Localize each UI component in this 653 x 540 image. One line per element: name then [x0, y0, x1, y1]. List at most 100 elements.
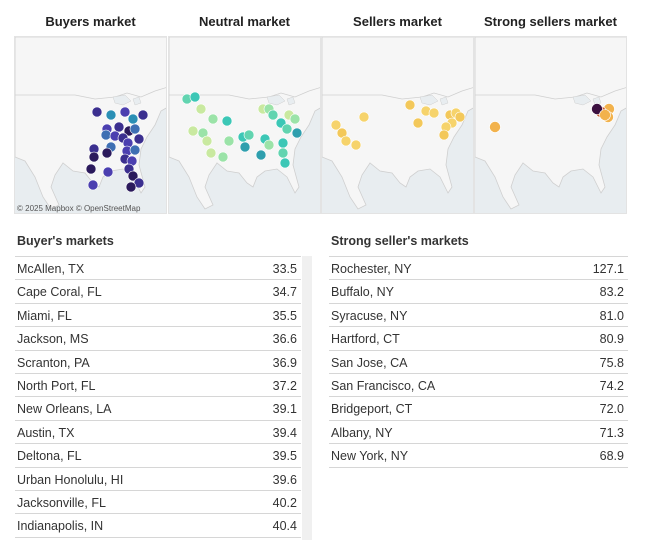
- market-dot[interactable]: [127, 113, 139, 125]
- market-dot[interactable]: [428, 107, 440, 119]
- table-row[interactable]: Miami, FL 35.5: [15, 304, 301, 328]
- market-dot[interactable]: [201, 135, 213, 147]
- market-dot[interactable]: [133, 133, 145, 145]
- market-value: 39.5: [272, 449, 297, 464]
- market-dot[interactable]: [91, 106, 103, 118]
- map-title-strong-sellers: Strong sellers market: [484, 14, 617, 29]
- market-dot[interactable]: [189, 91, 201, 103]
- table-row[interactable]: Albany, NY 71.3: [329, 421, 628, 445]
- market-dot[interactable]: [599, 109, 611, 121]
- market-dot[interactable]: [127, 170, 139, 182]
- land: [475, 37, 626, 210]
- market-dot[interactable]: [102, 166, 114, 178]
- market-dot[interactable]: [289, 113, 301, 125]
- strong-sellers-table[interactable]: Rochester, NY 127.1 Buffalo, NY 83.2 Syracus…: [329, 256, 628, 468]
- market-name: New Orleans, LA: [17, 402, 112, 417]
- market-dot[interactable]: [195, 103, 207, 115]
- market-dot[interactable]: [291, 127, 303, 139]
- market-dot[interactable]: [438, 129, 450, 141]
- map-strong-sellers[interactable]: [474, 36, 627, 214]
- market-dot[interactable]: [119, 106, 131, 118]
- market-dot[interactable]: [412, 117, 424, 129]
- table-row[interactable]: New Orleans, LA 39.1: [15, 397, 301, 421]
- market-name: Jackson, MS: [17, 332, 89, 347]
- table-row[interactable]: North Port, FL 37.2: [15, 374, 301, 398]
- table-row[interactable]: Hartford, CT 80.9: [329, 327, 628, 351]
- market-dot[interactable]: [281, 123, 293, 135]
- market-dot[interactable]: [223, 135, 235, 147]
- great-lakes: [112, 94, 142, 106]
- country-border: [322, 87, 473, 100]
- table-row[interactable]: Jackson, MS 36.6: [15, 327, 301, 351]
- map-attribution[interactable]: © 2025 Mapbox © OpenStreetMap: [17, 204, 141, 213]
- buyers-table[interactable]: McAllen, TX 33.5 Cape Coral, FL 34.7 Miami, …: [15, 256, 301, 538]
- market-name: Austin, TX: [17, 425, 75, 440]
- map-sellers-svg: [322, 37, 473, 213]
- market-dot[interactable]: [113, 121, 125, 133]
- buyers-table-scrollbar[interactable]: [302, 256, 312, 540]
- market-dot[interactable]: [489, 121, 501, 133]
- map-sellers[interactable]: [321, 36, 474, 214]
- table-row[interactable]: San Francisco, CA 74.2: [329, 374, 628, 398]
- market-dot[interactable]: [101, 147, 113, 159]
- market-value: 40.4: [272, 519, 297, 534]
- market-name: Buffalo, NY: [331, 285, 395, 300]
- map-neutral[interactable]: [168, 36, 321, 214]
- market-dot[interactable]: [100, 129, 112, 141]
- market-dot[interactable]: [137, 109, 149, 121]
- market-name: New York, NY: [331, 449, 409, 464]
- great-lakes: [266, 94, 296, 106]
- market-dot[interactable]: [105, 109, 117, 121]
- table-row[interactable]: Bridgeport, CT 72.0: [329, 397, 628, 421]
- map-neutral-svg: [169, 37, 320, 213]
- market-dot[interactable]: [207, 113, 219, 125]
- market-dot[interactable]: [129, 123, 141, 135]
- market-value: 37.2: [272, 378, 297, 393]
- table-row[interactable]: Scranton, PA 36.9: [15, 351, 301, 374]
- market-dot[interactable]: [205, 147, 217, 159]
- market-dot[interactable]: [221, 115, 233, 127]
- market-value: 40.2: [272, 495, 297, 510]
- map-title-buyers: Buyers market: [45, 14, 136, 29]
- market-dot[interactable]: [129, 144, 141, 156]
- table-row[interactable]: Rochester, NY 127.1: [329, 257, 628, 281]
- market-dot[interactable]: [358, 111, 370, 123]
- table-row[interactable]: Jacksonville, FL 40.2: [15, 491, 301, 515]
- map-buyers[interactable]: [14, 36, 167, 214]
- market-dot[interactable]: [255, 149, 267, 161]
- market-value: 71.3: [599, 425, 624, 440]
- market-dot[interactable]: [350, 139, 362, 151]
- table-row[interactable]: McAllen, TX 33.5: [15, 257, 301, 281]
- table-row[interactable]: New York, NY 68.9: [329, 444, 628, 468]
- market-value: 39.4: [272, 425, 297, 440]
- market-dot[interactable]: [239, 141, 251, 153]
- table-row[interactable]: Cape Coral, FL 34.7: [15, 280, 301, 304]
- market-dot[interactable]: [340, 135, 352, 147]
- table-row[interactable]: San Jose, CA 75.8: [329, 351, 628, 374]
- market-dot[interactable]: [277, 137, 289, 149]
- market-dot[interactable]: [87, 179, 99, 191]
- market-dot[interactable]: [263, 139, 275, 151]
- market-dot[interactable]: [187, 125, 199, 137]
- market-value: 127.1: [592, 262, 624, 276]
- market-value: 81.0: [599, 308, 624, 323]
- table-row[interactable]: Indianapolis, IN 40.4: [15, 514, 301, 538]
- market-dot[interactable]: [330, 119, 342, 131]
- market-dot[interactable]: [404, 99, 416, 111]
- market-dot[interactable]: [217, 151, 229, 163]
- table-row[interactable]: Buffalo, NY 83.2: [329, 280, 628, 304]
- market-dot[interactable]: [125, 181, 137, 193]
- market-dot[interactable]: [279, 157, 291, 169]
- market-dot[interactable]: [85, 163, 97, 175]
- table-row[interactable]: Urban Honolulu, HI 39.6: [15, 468, 301, 491]
- table-row[interactable]: Syracuse, NY 81.0: [329, 304, 628, 328]
- market-dot[interactable]: [277, 147, 289, 159]
- market-dot[interactable]: [243, 129, 255, 141]
- map-dots: [489, 103, 615, 133]
- market-dot[interactable]: [88, 151, 100, 163]
- table-row[interactable]: Deltona, FL 39.5: [15, 444, 301, 468]
- table-row[interactable]: Austin, TX 39.4: [15, 421, 301, 445]
- market-dot[interactable]: [454, 111, 466, 123]
- market-dot[interactable]: [267, 109, 279, 121]
- market-dot[interactable]: [591, 103, 603, 115]
